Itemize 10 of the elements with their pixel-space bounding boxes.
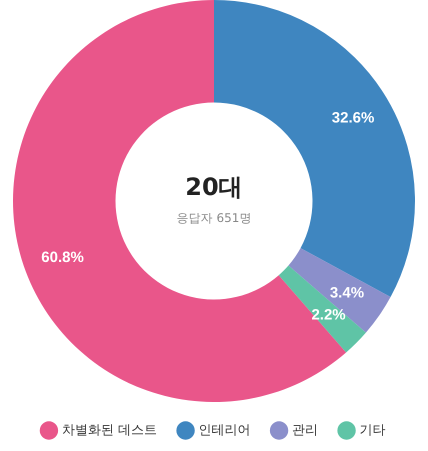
- text: 20대: [185, 173, 243, 202]
- text: 응답자 651명: [176, 211, 252, 226]
- legend-label: 인테리어: [198, 422, 251, 438]
- data-label: 60.8%: [41, 248, 84, 266]
- legend-label: 관리: [292, 422, 318, 438]
- data-label: 2.2%: [311, 306, 346, 324]
- data-label: 32.6%: [332, 109, 374, 126]
- legend-label: 차별화된 데스트: [62, 422, 158, 438]
- legend-label: 기타: [360, 422, 386, 438]
- data-label: 3.4%: [330, 284, 364, 302]
